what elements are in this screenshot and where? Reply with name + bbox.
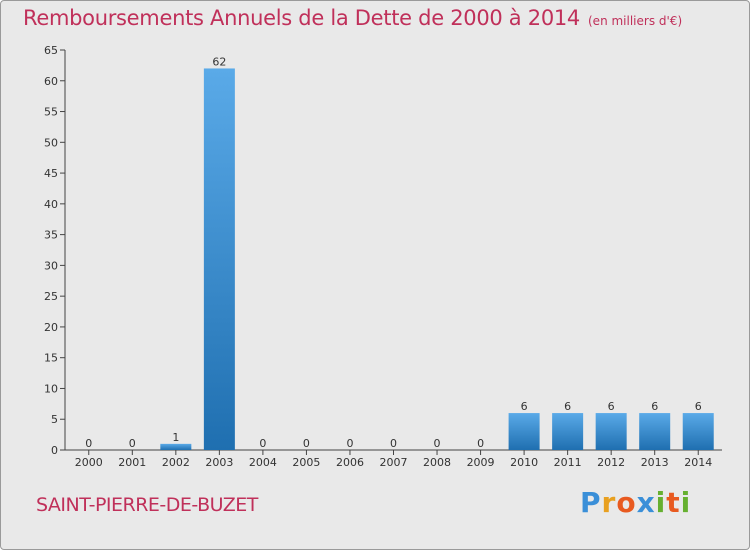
- y-tick-label: 5: [51, 413, 58, 426]
- logo-letter: r: [601, 486, 617, 519]
- chart-labels: 0 0 1 62 0 0 0 0 0 0 6 6 6 6 6: [85, 55, 701, 450]
- chart-title: Remboursements Annuels de la Dette de 20…: [23, 6, 682, 30]
- x-tick-label: 2011: [554, 456, 582, 469]
- y-tick-label: 60: [44, 75, 58, 88]
- y-tick-label: 15: [44, 352, 58, 365]
- bar-value-label: 0: [303, 437, 310, 450]
- x-tick-label: 2005: [292, 456, 320, 469]
- bar-value-label: 1: [172, 431, 179, 444]
- bar: [682, 413, 714, 450]
- commune-name: SAINT-PIERRE-DE-BUZET: [36, 494, 258, 516]
- y-tick-label: 25: [44, 290, 58, 303]
- bar-value-label: 6: [651, 400, 658, 413]
- bar: [639, 413, 671, 450]
- bar: [552, 413, 584, 450]
- chart-bars: [160, 68, 714, 450]
- logo-letter: t: [666, 486, 681, 519]
- x-tick-label: 2001: [118, 456, 146, 469]
- x-tick-label: 2006: [336, 456, 364, 469]
- chart-title-text: Remboursements Annuels de la Dette de 20…: [23, 6, 580, 30]
- bar: [508, 413, 540, 450]
- y-tick-label: 45: [44, 167, 58, 180]
- x-tick-label: 2004: [249, 456, 277, 469]
- bar-value-label: 0: [434, 437, 441, 450]
- y-tick-label: 50: [44, 136, 58, 149]
- bar-value-label: 6: [695, 400, 702, 413]
- bar-value-label: 0: [85, 437, 92, 450]
- x-tick-label: 2002: [162, 456, 190, 469]
- bar: [203, 68, 235, 450]
- logo-letter: i: [655, 486, 667, 519]
- y-tick-label: 65: [44, 44, 58, 57]
- x-tick-label: 2010: [510, 456, 538, 469]
- y-tick-label: 20: [44, 321, 58, 334]
- proxiti-logo: Proxiti: [580, 486, 691, 519]
- logo-letter: o: [616, 486, 637, 519]
- bar: [160, 443, 192, 450]
- x-tick-label: 2014: [684, 456, 712, 469]
- logo-letter: i: [680, 486, 692, 519]
- x-tick-label: 2003: [205, 456, 233, 469]
- bar-value-label: 6: [564, 400, 571, 413]
- y-tick-label: 55: [44, 106, 58, 119]
- y-tick-label: 10: [44, 382, 58, 395]
- x-tick-label: 2007: [380, 456, 408, 469]
- x-tick-label: 2000: [75, 456, 103, 469]
- y-tick-label: 30: [44, 259, 58, 272]
- bar-value-label: 0: [346, 437, 353, 450]
- x-tick-label: 2013: [641, 456, 669, 469]
- bar-value-label: 0: [477, 437, 484, 450]
- bar-value-label: 0: [129, 437, 136, 450]
- bar-value-label: 0: [259, 437, 266, 450]
- bar-value-label: 6: [521, 400, 528, 413]
- bar-value-label: 62: [212, 55, 226, 68]
- logo-letter: P: [580, 486, 602, 519]
- y-tick-label: 40: [44, 198, 58, 211]
- y-tick-label: 35: [44, 229, 58, 242]
- chart-subtitle: (en milliers d'€): [588, 14, 683, 28]
- x-tick-label: 2008: [423, 456, 451, 469]
- bar-value-label: 0: [390, 437, 397, 450]
- x-tick-label: 2012: [597, 456, 625, 469]
- logo-letter: x: [636, 486, 656, 519]
- x-tick-label: 2009: [467, 456, 495, 469]
- bar-value-label: 6: [608, 400, 615, 413]
- bar: [595, 413, 627, 450]
- y-tick-label: 0: [51, 444, 58, 457]
